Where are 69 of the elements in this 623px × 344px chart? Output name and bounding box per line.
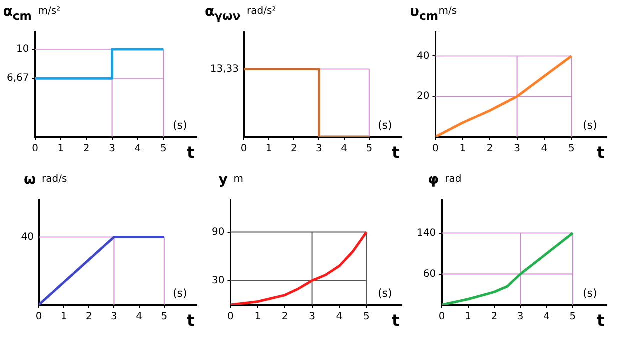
text: m/s² [38, 6, 61, 17]
annotation: (s) [173, 287, 188, 300]
y-tick-label: 90 [212, 226, 225, 238]
y-tick-label: 40 [416, 50, 430, 62]
x-tick-label: 4 [136, 312, 143, 323]
x-tick-label: 2 [290, 144, 298, 155]
x-tick-label: 3 [309, 312, 316, 323]
annotation: (s) [378, 287, 392, 300]
x-tick-label: 1 [58, 144, 64, 155]
y-tick-label: 6,67 [7, 73, 30, 84]
x-tick-label: 1 [254, 312, 262, 323]
x-axis-title: t [392, 311, 400, 330]
y-tick-label: 10 [16, 44, 30, 56]
x-axis-title: t [392, 143, 400, 162]
y-axis-title: φ [428, 172, 440, 188]
x-tick-label: 2 [486, 144, 494, 155]
x-tick-label: 0 [432, 144, 439, 155]
annotation: (s) [173, 119, 188, 132]
x-tick-label: 0 [32, 144, 38, 155]
x-tick-label: 4 [336, 312, 343, 323]
text: rad/s [42, 174, 68, 185]
x-axis-title: t [187, 143, 195, 162]
x-axis-title: t [597, 311, 605, 330]
x-tick-label: 0 [438, 312, 446, 323]
x-tick-label: 1 [460, 144, 466, 155]
x-tick-label: 0 [228, 312, 234, 323]
x-tick-label: 3 [109, 144, 116, 155]
annotation: (s) [583, 119, 598, 132]
x-tick-label: 2 [282, 312, 288, 323]
annotation: (s) [378, 119, 392, 132]
x-tick-label: 2 [83, 144, 90, 155]
x-tick-label: 5 [363, 312, 370, 323]
x-tick-label: 1 [60, 312, 68, 323]
text: m [234, 174, 244, 185]
x-tick-label: 4 [134, 144, 142, 155]
x-tick-label: 5 [366, 144, 373, 155]
x-tick-label: 5 [568, 144, 575, 155]
y-tick-label: 30 [212, 275, 225, 286]
x-tick-label: 5 [570, 312, 576, 323]
x-tick-label: 4 [541, 144, 548, 155]
text: rad/s² [247, 6, 276, 17]
x-tick-label: 5 [160, 144, 167, 155]
x-axis-title: t [187, 311, 195, 330]
y-axis-title: υ$_{cm}$ [410, 4, 439, 23]
annotation: (s) [583, 287, 598, 300]
x-tick-label: 1 [266, 144, 272, 155]
x-tick-label: 2 [86, 312, 92, 323]
text: m/s [438, 6, 458, 17]
annotation: 13,33 [210, 64, 239, 75]
y-axis-title: α$_{γων}$ [205, 4, 241, 23]
y-tick-label: 20 [416, 91, 430, 102]
y-axis-title: α$_{cm}$ [3, 4, 32, 23]
y-tick-label: 140 [416, 228, 436, 239]
y-tick-label: 60 [423, 268, 436, 280]
y-axis-title: ω [24, 172, 36, 188]
x-tick-label: 3 [111, 312, 118, 323]
x-tick-label: 1 [465, 312, 472, 323]
y-axis-title: y [218, 172, 228, 188]
x-tick-label: 5 [161, 312, 168, 323]
x-tick-label: 4 [544, 312, 550, 323]
x-axis-title: t [597, 143, 605, 162]
x-tick-label: 4 [341, 144, 348, 155]
x-tick-label: 0 [240, 144, 248, 155]
x-tick-label: 0 [36, 312, 42, 323]
text: rad [445, 174, 462, 185]
x-tick-label: 3 [316, 144, 322, 155]
x-tick-label: 3 [517, 312, 524, 323]
x-tick-label: 3 [514, 144, 520, 155]
x-tick-label: 2 [491, 312, 498, 323]
